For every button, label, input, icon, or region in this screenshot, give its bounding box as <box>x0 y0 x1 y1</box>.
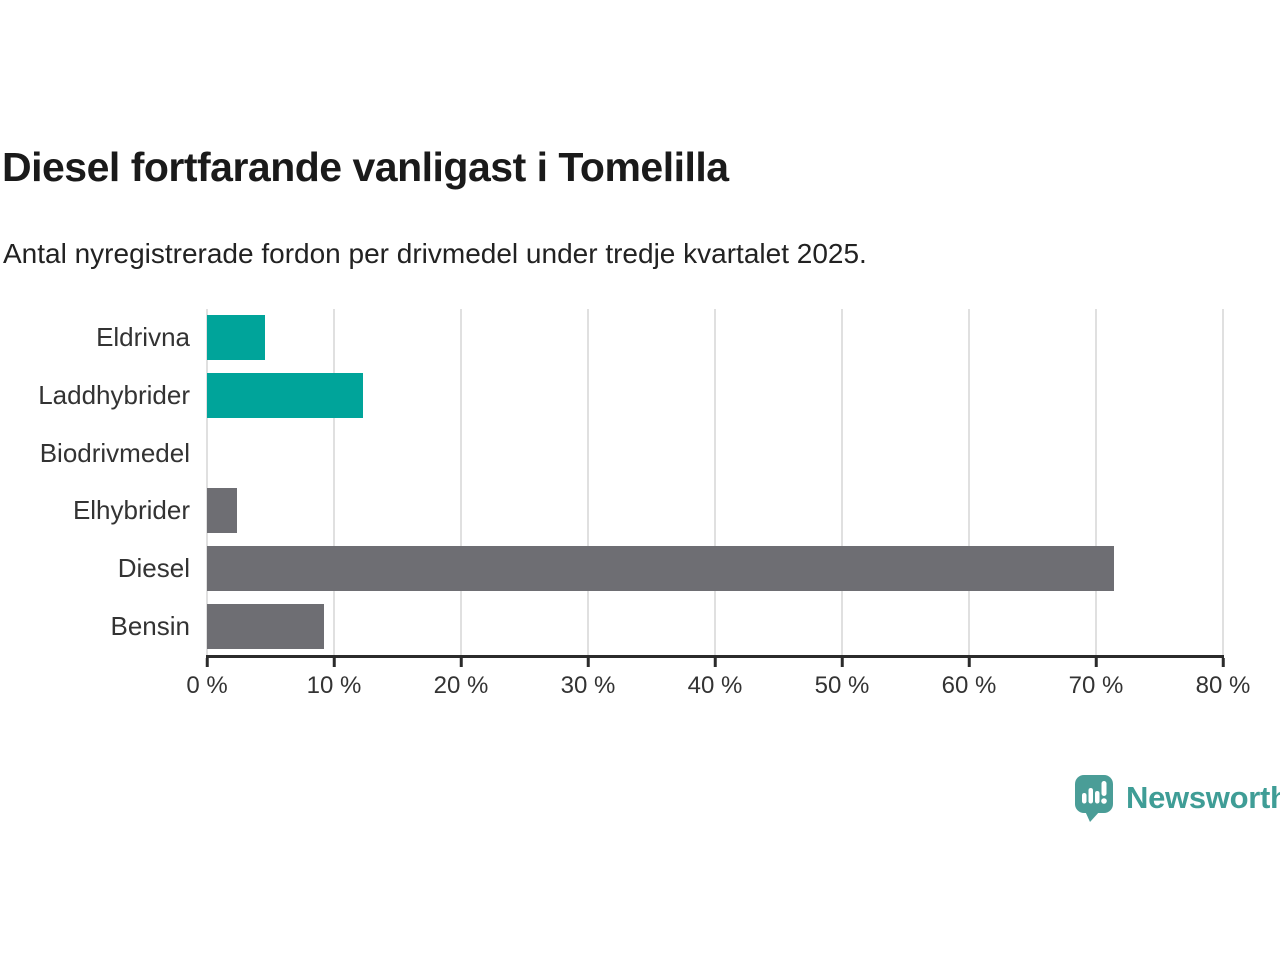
axis-tick-50 <box>840 658 844 667</box>
category-labels: Eldrivna Laddhybrider Biodrivmedel Elhybrid… <box>0 309 190 655</box>
axis-tick-label-10: 10 % <box>306 672 362 699</box>
logo-mini-bar-2 <box>1088 788 1093 804</box>
category-label-elhybrider: Elhybrider <box>72 495 190 526</box>
bar-laddhybrider <box>207 373 364 418</box>
axis-tick-label-0: 0 % <box>186 672 228 699</box>
axis-tick-label-50: 50 % <box>814 672 870 699</box>
gridline-40 <box>714 309 716 655</box>
logo-exclamation-dot <box>1101 798 1107 804</box>
logo-exclamation-bar <box>1101 781 1107 796</box>
gridline-80 <box>1222 309 1224 655</box>
gridline-70 <box>1095 309 1097 655</box>
axis-tick-0 <box>205 658 209 667</box>
chart-subtitle: Antal nyregistrerade fordon per drivmede… <box>3 238 867 269</box>
axis-tick-20 <box>459 658 463 667</box>
newsworthy-logo-icon <box>1075 775 1113 822</box>
bar-eldrivna <box>207 315 266 361</box>
category-label-laddhybrider: Laddhybrider <box>38 379 190 410</box>
gridline-50 <box>841 309 843 655</box>
newsworthy-brand-text: Newsworthy <box>1126 780 1280 815</box>
gridline-20 <box>460 309 462 655</box>
axis-tick-10 <box>332 658 336 667</box>
axis-tick-label-70: 70 % <box>1068 672 1124 699</box>
category-label-bensin: Bensin <box>110 610 191 641</box>
logo-bubble-shape <box>1075 775 1113 813</box>
axis-tick-40 <box>713 658 717 667</box>
axis-tick-label-60: 60 % <box>941 672 997 699</box>
x-axis-line <box>206 655 1224 658</box>
chart-title: Diesel fortfarande vanligast i Tomelilla <box>2 144 729 190</box>
category-label-diesel: Diesel <box>117 552 190 583</box>
newsworthy-logo: Newsworthy <box>1074 774 1280 822</box>
bar-diesel <box>207 546 1114 591</box>
category-label-biodrivmedel: Biodrivmedel <box>39 437 190 468</box>
plot-area: 0 % 10 % 20 % 30 % 40 % 50 % 60 % 70 % 80 % <box>186 309 1250 699</box>
axis-tick-70 <box>1094 658 1098 667</box>
axis-tick-label-30: 30 % <box>560 672 616 699</box>
gridline-10 <box>333 309 335 655</box>
axis-tick-label-20: 20 % <box>433 672 489 699</box>
logo-bubble-tail <box>1085 811 1100 822</box>
gridline-30 <box>587 309 589 655</box>
axis-tick-80 <box>1221 658 1225 667</box>
gridline-0 <box>206 309 208 655</box>
gridline-60 <box>968 309 970 655</box>
logo-mini-bar-1 <box>1082 793 1087 804</box>
axis-tick-60 <box>967 658 971 667</box>
axis-tick-label-40: 40 % <box>687 672 743 699</box>
axis-tick-30 <box>586 658 590 667</box>
bar-bensin <box>207 603 324 649</box>
logo-mini-bar-3 <box>1095 791 1100 804</box>
axis-tick-label-80: 80 % <box>1195 672 1251 699</box>
category-label-eldrivna: Eldrivna <box>96 322 190 353</box>
bar-elhybrider <box>207 488 238 534</box>
